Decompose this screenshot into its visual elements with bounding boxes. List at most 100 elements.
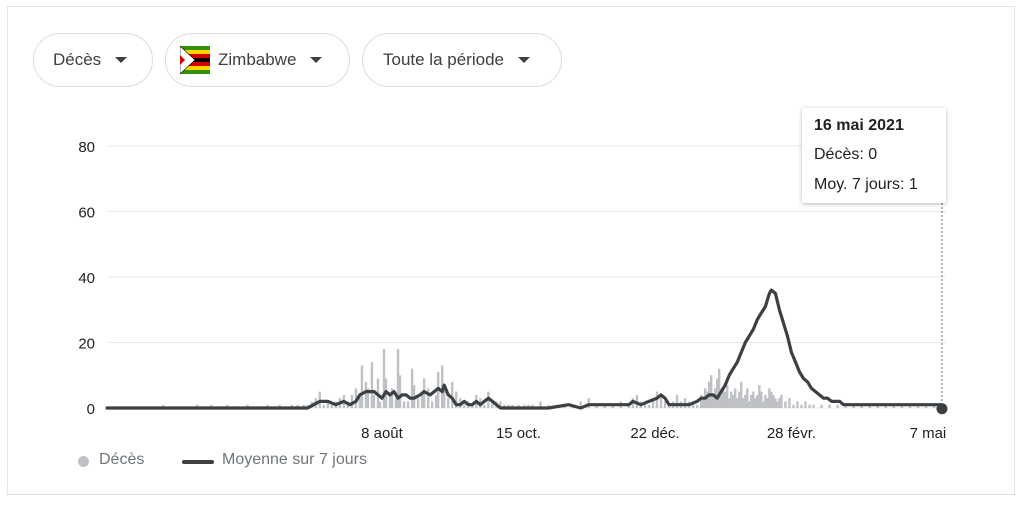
metric-dropdown[interactable]: Décès	[33, 33, 153, 87]
deaths-bar	[796, 401, 799, 408]
zimbabwe-flag-icon	[180, 45, 210, 75]
deaths-bar	[647, 404, 651, 408]
deaths-bar	[667, 404, 671, 408]
deaths-bar	[820, 404, 823, 408]
deaths-bar	[430, 401, 434, 408]
hover-point	[936, 403, 948, 415]
deaths-bar	[366, 388, 370, 408]
y-tick-label: 20	[78, 336, 95, 353]
chevron-down-icon	[310, 57, 323, 63]
period-dropdown[interactable]: Toute la période	[362, 33, 562, 87]
deaths-bar	[762, 401, 765, 408]
deaths-bar	[766, 398, 769, 408]
deaths-bar	[507, 404, 510, 408]
deaths-bar	[394, 398, 398, 408]
deaths-bar	[326, 401, 329, 408]
deaths-bar	[360, 365, 364, 408]
deaths-bar	[788, 398, 791, 408]
deaths-bar	[722, 388, 725, 408]
deaths-bar	[675, 394, 679, 408]
deaths-bar	[663, 401, 667, 408]
deaths-bar	[296, 404, 299, 408]
deaths-bar	[754, 398, 757, 408]
deaths-bar	[736, 398, 739, 408]
deaths-bar	[884, 404, 887, 408]
legend-bars-label: Décès	[99, 451, 145, 468]
x-tick-label: 8 août	[361, 425, 404, 442]
deaths-bar	[804, 401, 807, 408]
deaths-bar	[699, 394, 703, 408]
deaths-bar	[892, 404, 896, 408]
deaths-bar	[531, 404, 534, 408]
country-dropdown[interactable]: Zimbabwe	[165, 33, 350, 87]
deaths-bar	[778, 398, 781, 408]
tooltip-deaths: Décès: 0	[814, 146, 878, 163]
deaths-bar	[719, 394, 723, 408]
deaths-bar	[451, 381, 454, 408]
deaths-bar	[932, 404, 936, 408]
deaths-bar	[410, 368, 414, 408]
deaths-bar	[390, 388, 394, 408]
deaths-bar	[378, 401, 382, 408]
deaths-bar	[784, 401, 787, 408]
deaths-bar	[579, 401, 582, 408]
deaths-bar	[322, 404, 325, 408]
deaths-bar	[705, 391, 709, 408]
chart-tooltip: 16 mai 2021 Décès: 0 Moy. 7 jours: 1	[802, 108, 946, 203]
x-tick-label: 7 mai	[910, 425, 947, 442]
deaths-bar	[844, 404, 847, 408]
deaths-bar	[302, 404, 305, 408]
deaths-bar	[828, 404, 831, 408]
deaths-bar	[876, 404, 879, 408]
average-line-layer	[105, 288, 944, 410]
deaths-bar	[724, 391, 727, 408]
deaths-bar	[517, 404, 520, 408]
legend-line-swatch	[182, 460, 214, 464]
deaths-bar	[587, 398, 590, 408]
x-tick-label: 15 oct.	[496, 425, 541, 442]
deaths-bar	[750, 394, 753, 408]
deaths-bar	[523, 404, 526, 408]
deaths-bar	[511, 404, 514, 408]
deaths-bar	[770, 391, 773, 408]
chart-card	[7, 6, 1015, 494]
deaths-bar	[730, 391, 733, 408]
tooltip-date: 16 mai 2021	[814, 117, 904, 134]
deaths-bar	[372, 394, 376, 408]
deaths-bar	[780, 394, 783, 408]
deaths-bar	[539, 401, 542, 408]
deaths-bar	[483, 404, 486, 408]
deaths-bar	[738, 391, 741, 408]
legend-bars-swatch	[78, 456, 89, 467]
period-dropdown-label: Toute la période	[383, 50, 504, 69]
deaths-bar	[728, 398, 731, 408]
country-dropdown-label: Zimbabwe	[218, 50, 297, 69]
deaths-bar	[396, 349, 400, 408]
deaths-bar	[350, 394, 354, 408]
deaths-bar	[330, 404, 334, 408]
deaths-bar	[278, 404, 281, 408]
legend-line-label: Moyenne sur 7 jours	[222, 451, 367, 468]
deaths-bar	[756, 394, 759, 408]
deaths-bar	[603, 404, 606, 408]
deaths-bar	[768, 388, 771, 408]
deaths-bar	[744, 394, 747, 408]
deaths-bar	[772, 394, 775, 408]
deaths-bar	[711, 394, 715, 408]
deaths-bar	[402, 401, 406, 408]
deaths-bar	[416, 398, 420, 408]
card-divider	[7, 494, 1015, 495]
deaths-bar	[792, 404, 795, 408]
deaths-bar	[726, 385, 729, 408]
deaths-bar	[659, 394, 663, 408]
deaths-bar	[852, 404, 855, 408]
deaths-bar	[406, 401, 410, 408]
deaths-bar	[499, 401, 502, 408]
deaths-bar	[196, 404, 199, 408]
deaths-bar	[398, 375, 402, 408]
deaths-bar	[651, 398, 655, 408]
deaths-bar	[916, 404, 920, 408]
deaths-bars	[162, 349, 936, 408]
deaths-bar	[808, 404, 811, 408]
